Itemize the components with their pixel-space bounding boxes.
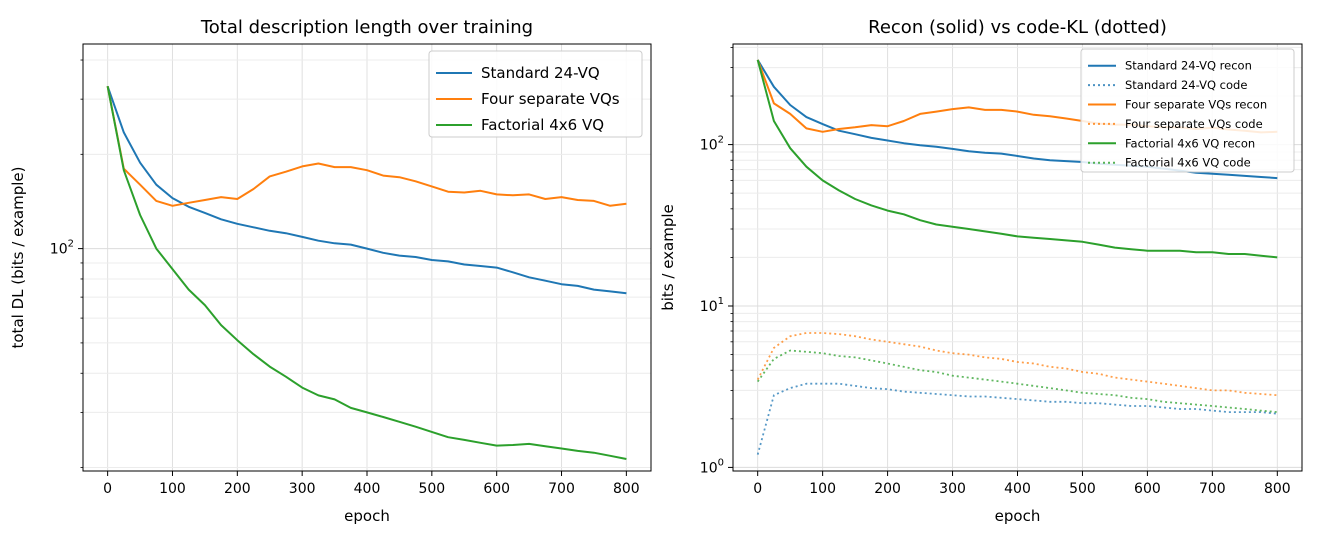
- ticks: 0 100 200 300 400 500 600 700 800 100 101 102: [700, 47, 1291, 497]
- x-tick-label: 200: [874, 481, 901, 497]
- y-tick-label: 100: [700, 457, 724, 476]
- chart-title: Recon (solid) vs code-KL (dotted): [868, 17, 1167, 38]
- x-tick-label: 600: [483, 481, 510, 497]
- series-line: [756, 332, 1278, 397]
- x-tick-label: 700: [1199, 481, 1226, 497]
- grid: [733, 44, 1302, 471]
- y-tick-label: 101: [700, 296, 724, 315]
- legend-label: Standard 24-VQ recon: [1125, 59, 1252, 73]
- series-line: [106, 86, 627, 207]
- ticks: 0 100 200 300 400 500 600 700 800 102: [50, 59, 640, 497]
- x-tick-label: 0: [103, 481, 112, 497]
- x-tick-label: 600: [1134, 481, 1161, 497]
- series-line: [756, 59, 1278, 259]
- series-line: [106, 85, 627, 295]
- y-tick-label: 102: [700, 135, 724, 154]
- chart-title: Total description length over training: [200, 17, 533, 38]
- series-line: [756, 349, 1278, 413]
- x-tick-label: 800: [613, 481, 640, 497]
- legend-label: Four separate VQs: [481, 90, 620, 108]
- x-tick-label: 700: [548, 481, 575, 497]
- chart-total-dl: 0 100 200 300 400 500 600 700 800 102 Total descr…: [9, 17, 652, 525]
- x-tick-label: 100: [809, 481, 836, 497]
- series-line: [106, 86, 627, 460]
- y-axis-label: total DL (bits / example): [9, 167, 27, 349]
- series-lines: [106, 85, 627, 460]
- legend-label: Standard 24-VQ: [481, 64, 600, 82]
- legend: Standard 24-VQ recon Standard 24-VQ code F…: [1080, 48, 1295, 173]
- legend-label: Four separate VQs recon: [1125, 98, 1267, 112]
- x-tick-label: 300: [289, 481, 316, 497]
- x-axis-label: epoch: [344, 507, 390, 525]
- x-tick-label: 100: [159, 481, 186, 497]
- x-tick-label: 500: [418, 481, 445, 497]
- x-tick-label: 500: [1069, 481, 1096, 497]
- legend-label: Factorial 4x6 VQ recon: [1125, 136, 1255, 150]
- x-tick-label: 400: [354, 481, 381, 497]
- y-tick-label: 102: [50, 239, 74, 258]
- chart-recon-vs-code: 0 100 200 300 400 500 600 700 800 100 101 102 Recon…: [659, 17, 1303, 525]
- x-tick-label: 0: [753, 481, 762, 497]
- x-axis-label: epoch: [995, 507, 1041, 525]
- x-tick-label: 800: [1264, 481, 1291, 497]
- legend-label: Four separate VQs code: [1125, 117, 1263, 131]
- legend-label: Standard 24-VQ code: [1125, 78, 1247, 92]
- legend: Standard 24-VQ Four separate VQs Factorial…: [428, 50, 643, 138]
- y-axis-label: bits / example: [659, 204, 677, 311]
- x-tick-label: 400: [1004, 481, 1031, 497]
- x-tick-label: 300: [939, 481, 966, 497]
- legend-label: Factorial 4x6 VQ: [481, 116, 604, 134]
- legend-label: Factorial 4x6 VQ code: [1125, 156, 1251, 170]
- x-tick-label: 200: [224, 481, 251, 497]
- series-line: [756, 382, 1278, 455]
- legend-box: [1080, 48, 1295, 173]
- legend-box: [428, 50, 643, 138]
